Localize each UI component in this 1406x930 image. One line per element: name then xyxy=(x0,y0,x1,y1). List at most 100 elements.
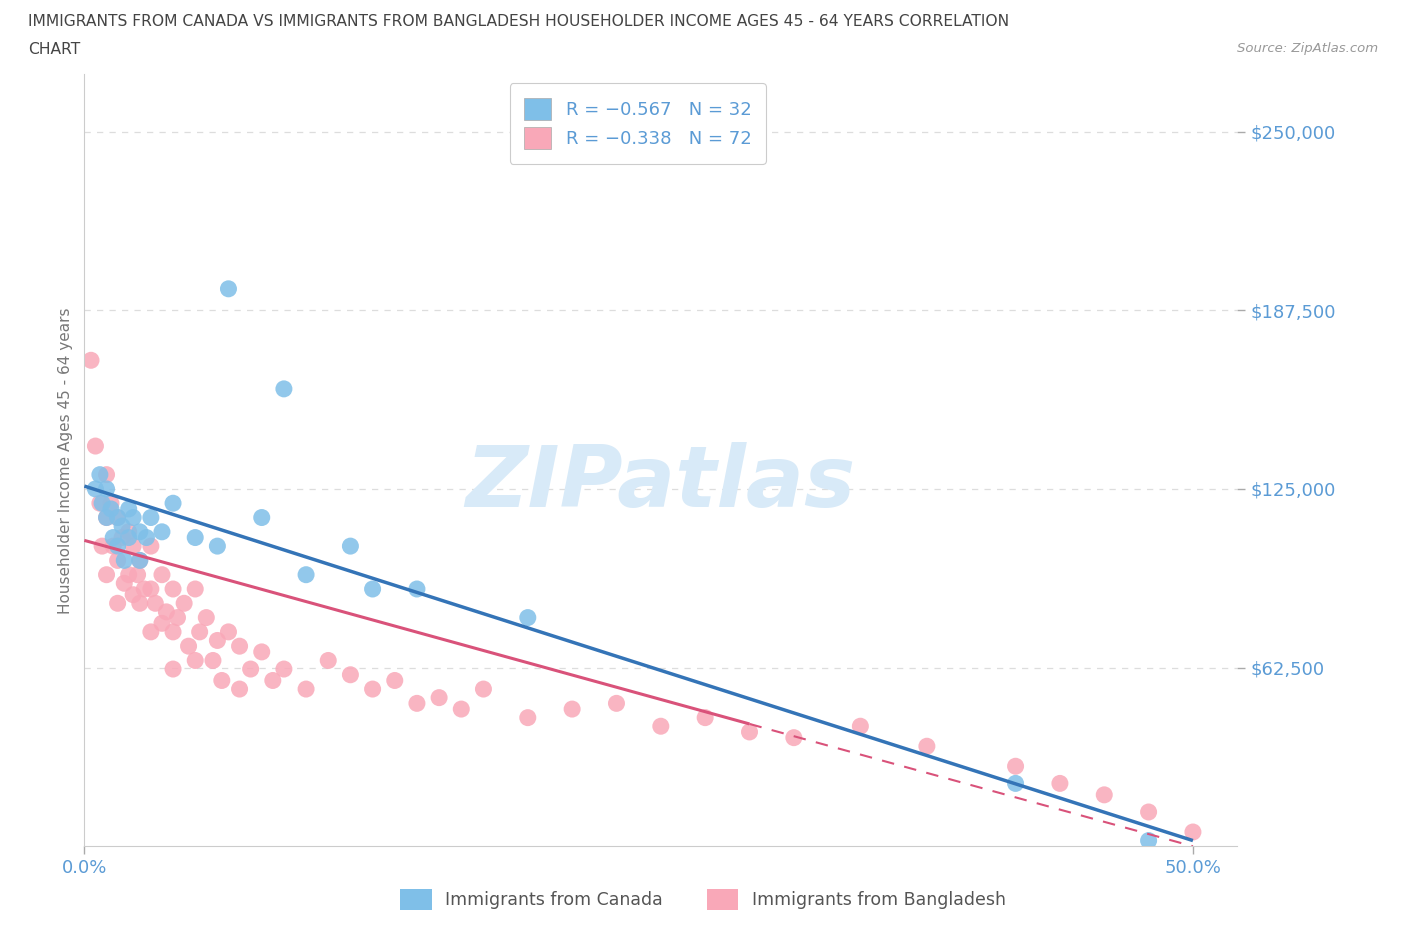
Legend: Immigrants from Canada, Immigrants from Bangladesh: Immigrants from Canada, Immigrants from … xyxy=(394,882,1012,917)
Point xyxy=(127,567,149,582)
Legend: R = −0.567   N = 32, R = −0.338   N = 72: R = −0.567 N = 32, R = −0.338 N = 72 xyxy=(510,84,766,164)
Point xyxy=(262,673,284,688)
Point xyxy=(139,538,162,553)
Point xyxy=(84,439,107,454)
Text: Source: ZipAtlas.com: Source: ZipAtlas.com xyxy=(1237,42,1378,55)
Point xyxy=(361,581,384,596)
Point xyxy=(218,624,240,639)
Point xyxy=(96,510,118,525)
Point xyxy=(228,682,250,697)
Point xyxy=(96,567,118,582)
Point xyxy=(103,530,124,545)
Point xyxy=(783,730,806,745)
Point xyxy=(150,525,173,539)
Point xyxy=(605,696,627,711)
Point xyxy=(139,624,162,639)
Point xyxy=(162,661,184,676)
Point xyxy=(239,661,262,676)
Point xyxy=(122,538,145,553)
Point xyxy=(96,467,118,482)
Point xyxy=(273,661,295,676)
Point xyxy=(80,352,103,367)
Point xyxy=(184,581,207,596)
Point xyxy=(427,690,450,705)
Point xyxy=(134,581,156,596)
Point xyxy=(1004,776,1026,790)
Point xyxy=(166,610,188,625)
Point xyxy=(1137,833,1160,848)
Point xyxy=(150,616,173,631)
Text: IMMIGRANTS FROM CANADA VS IMMIGRANTS FROM BANGLADESH HOUSEHOLDER INCOME AGES 45 : IMMIGRANTS FROM CANADA VS IMMIGRANTS FRO… xyxy=(28,14,1010,29)
Point xyxy=(111,519,134,534)
Text: ZIPatlas: ZIPatlas xyxy=(465,442,856,525)
Point xyxy=(155,604,177,619)
Point xyxy=(96,482,118,497)
Point xyxy=(195,610,218,625)
Point xyxy=(135,530,157,545)
Point xyxy=(849,719,872,734)
Point xyxy=(118,501,141,516)
Point xyxy=(211,673,233,688)
Point xyxy=(128,525,150,539)
Point xyxy=(128,553,150,568)
Point xyxy=(218,282,240,297)
Point xyxy=(1049,776,1071,790)
Y-axis label: Householder Income Ages 45 - 64 years: Householder Income Ages 45 - 64 years xyxy=(58,307,73,614)
Point xyxy=(122,510,145,525)
Point xyxy=(139,510,162,525)
Point xyxy=(150,567,173,582)
Point xyxy=(96,510,118,525)
Point xyxy=(122,587,145,602)
Point xyxy=(450,701,472,716)
Point xyxy=(339,668,361,683)
Point xyxy=(162,496,184,511)
Point xyxy=(111,530,134,545)
Point xyxy=(695,711,717,725)
Point xyxy=(118,525,141,539)
Point xyxy=(103,538,124,553)
Point xyxy=(139,581,162,596)
Point xyxy=(89,467,111,482)
Point xyxy=(143,596,166,611)
Point xyxy=(128,553,150,568)
Point xyxy=(188,624,211,639)
Point xyxy=(162,581,184,596)
Point xyxy=(118,567,141,582)
Point xyxy=(516,610,538,625)
Point xyxy=(107,510,129,525)
Point xyxy=(1092,788,1115,803)
Point xyxy=(162,624,184,639)
Point xyxy=(112,576,135,591)
Point xyxy=(91,538,114,553)
Point xyxy=(273,381,295,396)
Point xyxy=(100,496,122,511)
Point xyxy=(89,496,111,511)
Point xyxy=(107,596,129,611)
Point xyxy=(250,510,273,525)
Point xyxy=(1181,825,1204,840)
Point xyxy=(361,682,384,697)
Point xyxy=(184,530,207,545)
Point xyxy=(316,653,339,668)
Point xyxy=(173,596,195,611)
Point xyxy=(84,482,107,497)
Point xyxy=(406,696,429,711)
Point xyxy=(184,653,207,668)
Point xyxy=(561,701,583,716)
Point xyxy=(128,596,150,611)
Point xyxy=(295,567,318,582)
Point xyxy=(118,530,141,545)
Point xyxy=(738,724,761,739)
Point xyxy=(107,510,129,525)
Point xyxy=(107,553,129,568)
Point xyxy=(112,553,135,568)
Point xyxy=(177,639,200,654)
Point xyxy=(207,538,229,553)
Point xyxy=(406,581,429,596)
Point xyxy=(339,538,361,553)
Point xyxy=(915,738,938,753)
Point xyxy=(100,501,122,516)
Point xyxy=(650,719,672,734)
Point xyxy=(384,673,406,688)
Point xyxy=(250,644,273,659)
